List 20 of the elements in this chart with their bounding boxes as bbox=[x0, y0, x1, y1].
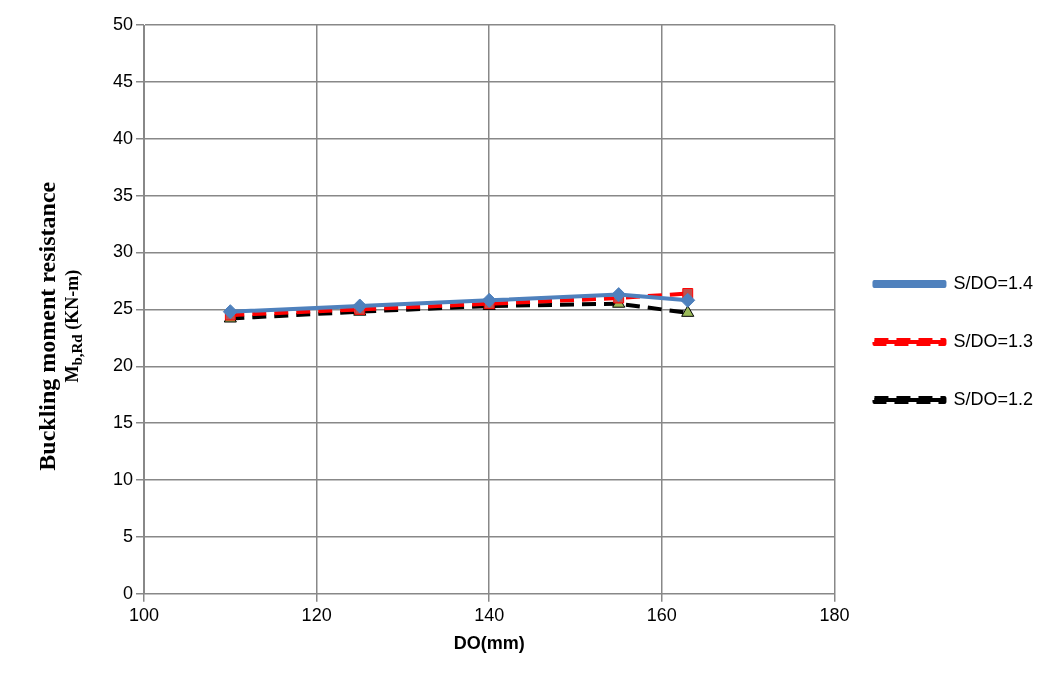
y-tick-label: 10 bbox=[112, 469, 134, 490]
y-tick-label: 35 bbox=[112, 184, 134, 205]
x-tick-label: 160 bbox=[646, 604, 677, 625]
x-tick-label: 180 bbox=[819, 604, 850, 625]
y-tick-label: 30 bbox=[112, 241, 134, 262]
y-tick-label: 40 bbox=[112, 127, 134, 148]
legend-label: S/DO=1.4 bbox=[953, 272, 1034, 293]
y-tick-label: 0 bbox=[123, 582, 134, 603]
y-tick-label: 25 bbox=[112, 298, 134, 319]
x-tick-label: 100 bbox=[129, 604, 160, 625]
legend-label: S/DO=1.3 bbox=[953, 330, 1034, 351]
legend-label: S/DO=1.2 bbox=[953, 388, 1034, 409]
y-tick-label: 15 bbox=[112, 412, 134, 433]
x-tick-label: 120 bbox=[301, 604, 332, 625]
y-tick-label: 5 bbox=[123, 525, 134, 546]
y-tick-label: 50 bbox=[112, 13, 134, 34]
y-tick-label: 45 bbox=[112, 70, 134, 91]
y-tick-label: 20 bbox=[112, 355, 134, 376]
x-tick-label: 140 bbox=[474, 604, 505, 625]
x-axis-title: DO(mm) bbox=[453, 633, 525, 654]
